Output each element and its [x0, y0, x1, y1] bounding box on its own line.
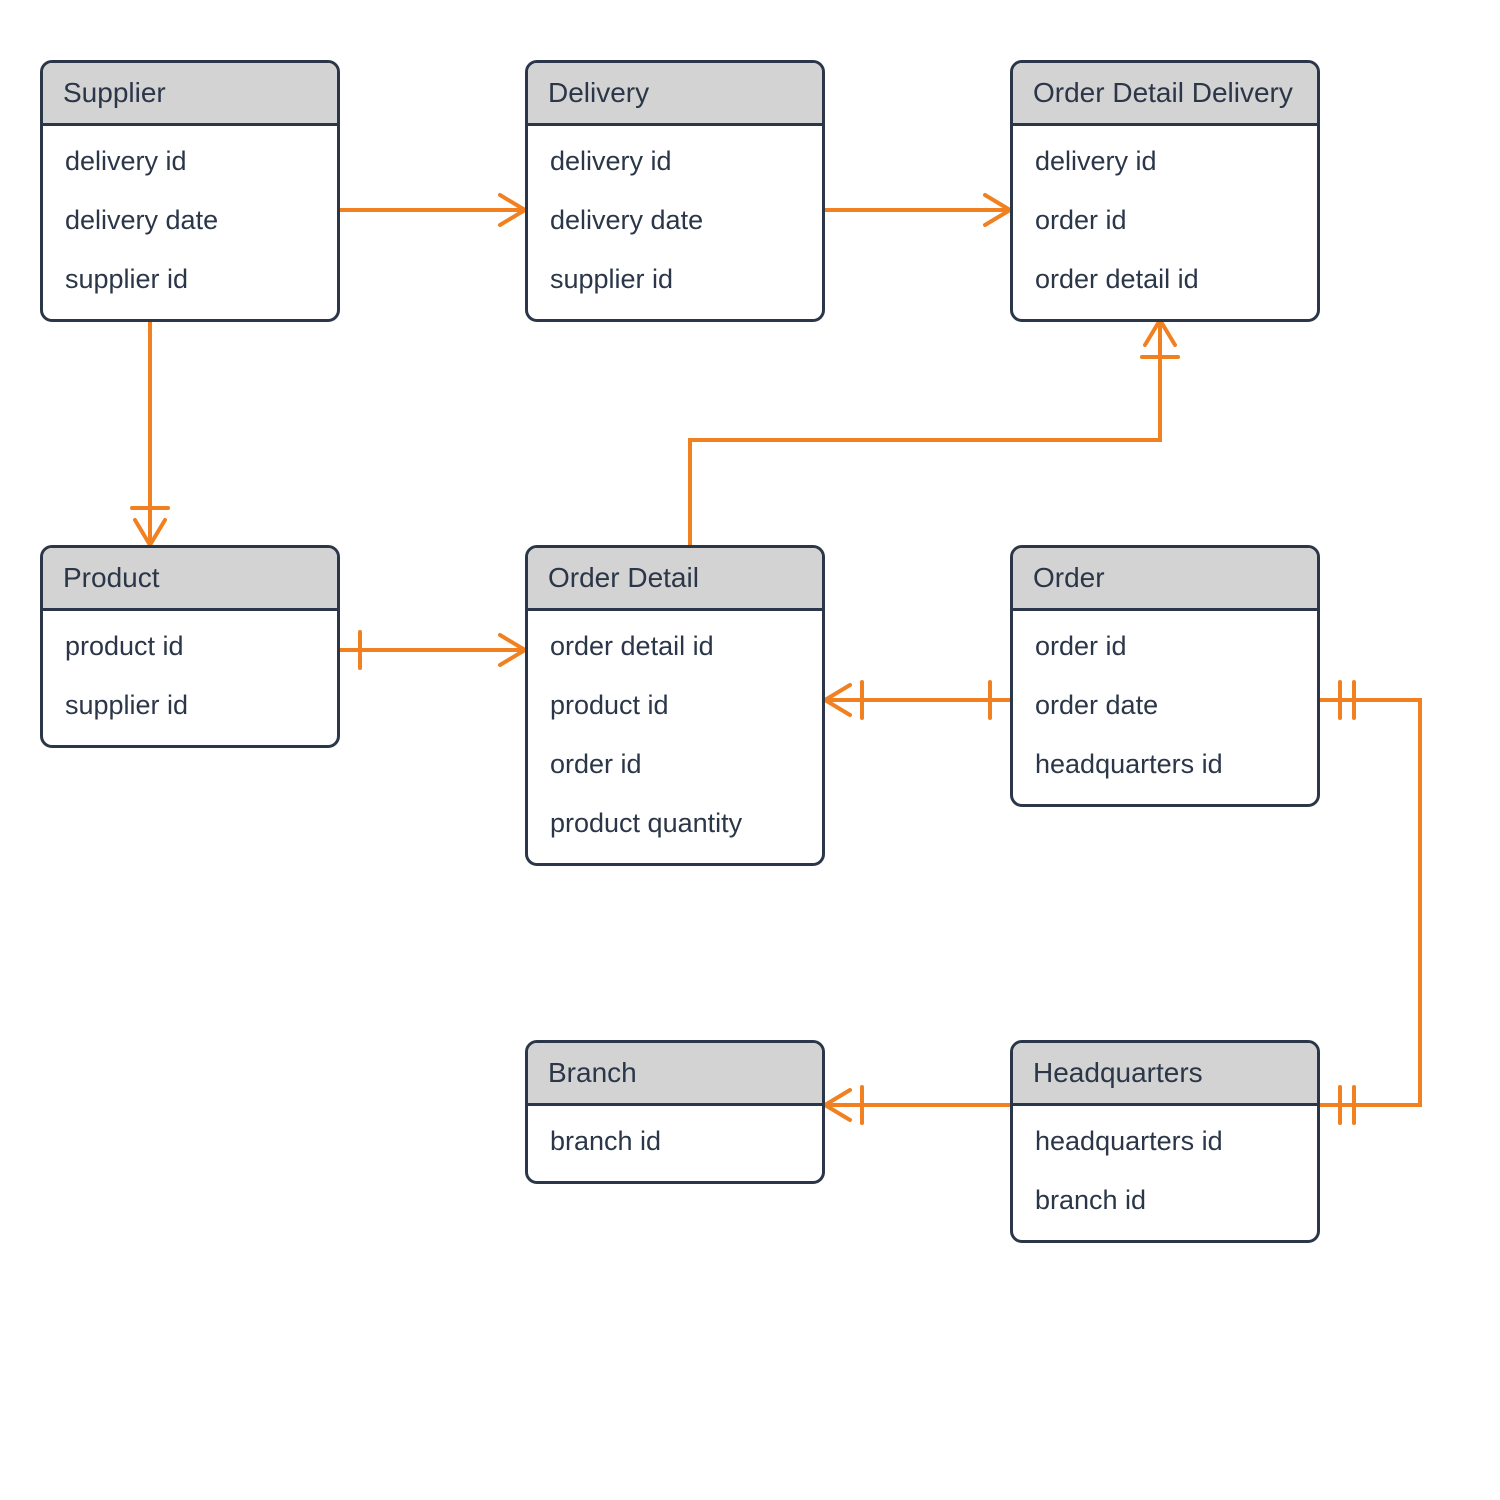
entity-title: Headquarters — [1013, 1043, 1317, 1106]
entity-branch: Branch branch id — [525, 1040, 825, 1184]
entity-title: Branch — [528, 1043, 822, 1106]
entity-order-detail: Order Detail order detail id product id … — [525, 545, 825, 866]
entity-field: headquarters id — [1013, 1112, 1317, 1171]
entity-field: headquarters id — [1013, 735, 1317, 794]
entity-field: branch id — [1013, 1171, 1317, 1230]
entity-field: delivery date — [528, 191, 822, 250]
entity-field: order detail id — [528, 617, 822, 676]
entity-field: order date — [1013, 676, 1317, 735]
entity-field: order detail id — [1013, 250, 1317, 309]
entity-field: product id — [43, 617, 337, 676]
entity-title: Order Detail — [528, 548, 822, 611]
entity-product: Product product id supplier id — [40, 545, 340, 748]
entity-field: delivery id — [43, 132, 337, 191]
entity-field: order id — [1013, 617, 1317, 676]
entity-field: product id — [528, 676, 822, 735]
entity-field: delivery date — [43, 191, 337, 250]
entity-field: delivery id — [528, 132, 822, 191]
entity-title: Product — [43, 548, 337, 611]
entity-field: delivery id — [1013, 132, 1317, 191]
entity-order: Order order id order date headquarters i… — [1010, 545, 1320, 807]
entity-order-detail-delivery: Order Detail Delivery delivery id order … — [1010, 60, 1320, 322]
entity-title: Order — [1013, 548, 1317, 611]
entity-field: supplier id — [43, 676, 337, 735]
entity-supplier: Supplier delivery id delivery date suppl… — [40, 60, 340, 322]
entity-title: Order Detail Delivery — [1013, 63, 1317, 126]
entity-title: Delivery — [528, 63, 822, 126]
entity-field: order id — [1013, 191, 1317, 250]
entity-field: order id — [528, 735, 822, 794]
entity-delivery: Delivery delivery id delivery date suppl… — [525, 60, 825, 322]
entity-field: supplier id — [43, 250, 337, 309]
entity-field: branch id — [528, 1112, 822, 1171]
entity-field: product quantity — [528, 794, 822, 853]
entity-field: supplier id — [528, 250, 822, 309]
entity-headquarters: Headquarters headquarters id branch id — [1010, 1040, 1320, 1243]
entity-title: Supplier — [43, 63, 337, 126]
